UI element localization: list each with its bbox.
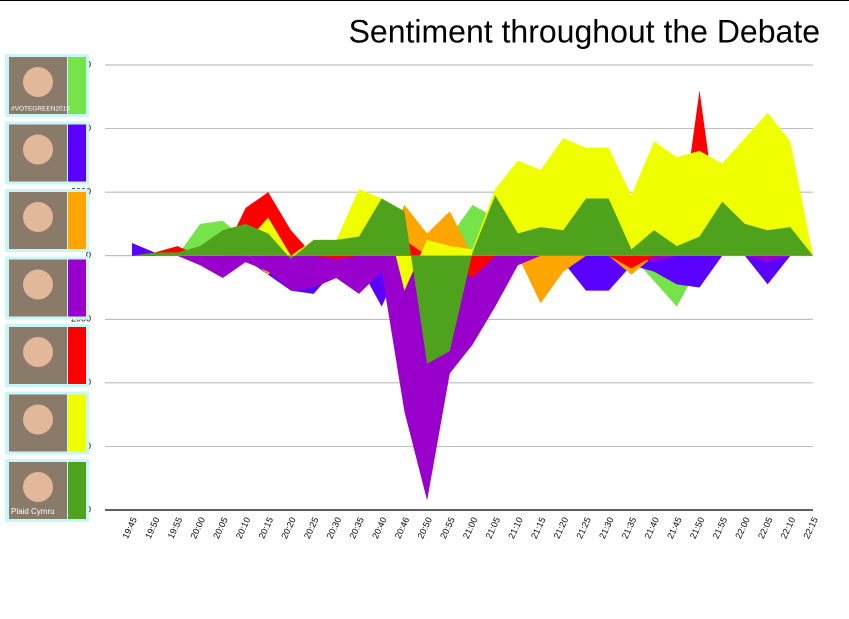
legend-face	[23, 67, 53, 97]
x-tick-label: 20:30	[325, 516, 344, 541]
x-tick-label: 20:55	[438, 516, 457, 541]
x-tick-label: 22:10	[779, 516, 798, 541]
legend-label: #VOTEGREEN2015	[11, 106, 70, 113]
legend-face	[23, 472, 53, 502]
x-tick-label: 20:05	[211, 516, 230, 541]
x-tick-label: 19:50	[143, 516, 162, 541]
legend-swatch	[68, 327, 86, 384]
x-tick-label: 21:55	[711, 516, 730, 541]
y-tick-label: 0	[86, 250, 91, 260]
legend-swatch	[68, 259, 86, 317]
x-tick-label: 22:15	[801, 516, 820, 541]
legend-face	[23, 404, 53, 435]
x-tick-label: 20:15	[257, 516, 276, 541]
x-tick-label: 20:00	[188, 516, 207, 541]
x-tick-label: 21:25	[574, 516, 593, 541]
legend-swatch	[68, 462, 86, 519]
x-tick-label: 20:20	[279, 516, 298, 541]
x-tick-label: 20:25	[302, 516, 321, 541]
x-tick-label: 20:46	[393, 516, 412, 541]
x-tick-label: 22:00	[733, 516, 752, 541]
x-tick-label: 20:10	[234, 516, 253, 541]
chart-title: Sentiment throughout the Debate	[349, 13, 820, 49]
x-tick-label: 21:00	[461, 516, 480, 541]
legend-swatch	[68, 124, 86, 182]
x-tick-label: 21:15	[529, 516, 548, 541]
x-tick-label: 21:05	[484, 516, 503, 541]
x-tick-label: 22:05	[756, 516, 775, 541]
x-tick-label: 21:45	[665, 516, 684, 541]
x-tick-label: 19:45	[120, 516, 139, 541]
legend-swatch	[68, 57, 86, 114]
x-tick-label: 21:20	[552, 516, 571, 541]
x-tick-label: 21:30	[597, 516, 616, 541]
x-tick-label: 21:35	[620, 516, 639, 541]
legend-swatch	[68, 394, 86, 452]
x-tick-label: 21:10	[506, 516, 525, 541]
area	[132, 255, 813, 501]
legend-face	[23, 269, 53, 300]
x-tick-label: 19:55	[166, 516, 185, 541]
x-tick-label: 21:50	[688, 516, 707, 541]
legend-label: Plaid Cymru	[11, 507, 55, 516]
legend-swatch	[68, 192, 86, 249]
x-tick-label: 20:35	[347, 516, 366, 541]
x-tick-label: 20:50	[415, 516, 434, 541]
legend-face	[23, 202, 53, 232]
x-tick-label: 20:40	[370, 516, 389, 541]
legend-face	[23, 337, 53, 367]
x-tick-label: 21:40	[642, 516, 661, 541]
legend-face	[23, 134, 53, 165]
